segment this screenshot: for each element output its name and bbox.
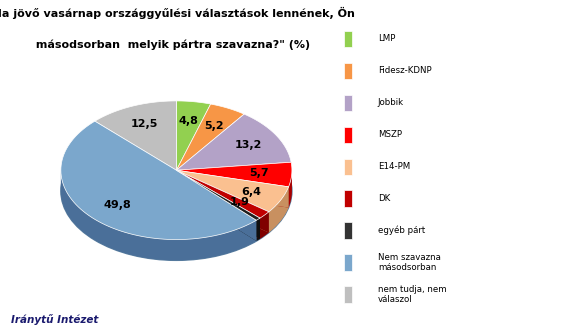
Polygon shape: [176, 170, 260, 239]
Bar: [344, 191, 352, 207]
Text: Iránytű Intézet: Iránytű Intézet: [11, 314, 99, 325]
Polygon shape: [176, 170, 288, 212]
Text: DK: DK: [378, 194, 390, 203]
Text: 1,9: 1,9: [230, 198, 250, 208]
Text: Nem szavazna
másodsorban: Nem szavazna másodsorban: [378, 253, 441, 272]
Bar: [344, 287, 352, 303]
Polygon shape: [176, 170, 269, 233]
Text: MSZP: MSZP: [378, 130, 402, 139]
Ellipse shape: [61, 122, 292, 260]
Polygon shape: [95, 101, 176, 170]
Polygon shape: [176, 104, 244, 170]
Bar: [344, 126, 352, 143]
Polygon shape: [176, 170, 257, 241]
Text: "Ha jövő vasárnap országgyűlési választások lennének, Ön: "Ha jövő vasárnap országgyűlési választá…: [0, 7, 354, 19]
Polygon shape: [176, 101, 211, 170]
Text: 5,7: 5,7: [250, 168, 269, 178]
Polygon shape: [176, 170, 257, 241]
Text: nem tudja, nem
válaszol: nem tudja, nem válaszol: [378, 285, 447, 304]
Polygon shape: [176, 170, 269, 233]
Text: 5,2: 5,2: [204, 121, 224, 130]
Polygon shape: [176, 170, 288, 208]
Text: LMP: LMP: [378, 34, 395, 43]
Polygon shape: [257, 218, 260, 241]
Polygon shape: [176, 170, 269, 218]
Polygon shape: [176, 114, 291, 170]
Bar: [344, 222, 352, 239]
Polygon shape: [288, 170, 292, 208]
Bar: [344, 95, 352, 111]
Bar: [344, 158, 352, 175]
Text: 6,4: 6,4: [242, 187, 262, 197]
Text: egyéb párt: egyéb párt: [378, 226, 425, 235]
Bar: [344, 63, 352, 79]
Text: Fidesz-KDNP: Fidesz-KDNP: [378, 66, 431, 75]
Polygon shape: [61, 121, 257, 240]
Polygon shape: [176, 170, 260, 239]
Text: 13,2: 13,2: [234, 140, 262, 150]
Text: másodsorban  melyik pártra szavazna?" (%): másodsorban melyik pártra szavazna?" (%): [32, 40, 310, 50]
Text: 49,8: 49,8: [103, 200, 131, 210]
Polygon shape: [260, 212, 269, 239]
Polygon shape: [176, 170, 288, 208]
Text: E14-PM: E14-PM: [378, 162, 410, 171]
Bar: [344, 31, 352, 47]
Text: Jobbik: Jobbik: [378, 98, 404, 107]
Polygon shape: [176, 170, 260, 220]
Polygon shape: [61, 171, 257, 260]
Text: 4,8: 4,8: [179, 116, 199, 126]
Polygon shape: [269, 187, 288, 233]
Polygon shape: [176, 162, 292, 187]
Bar: [344, 254, 352, 271]
Text: 12,5: 12,5: [131, 119, 158, 129]
